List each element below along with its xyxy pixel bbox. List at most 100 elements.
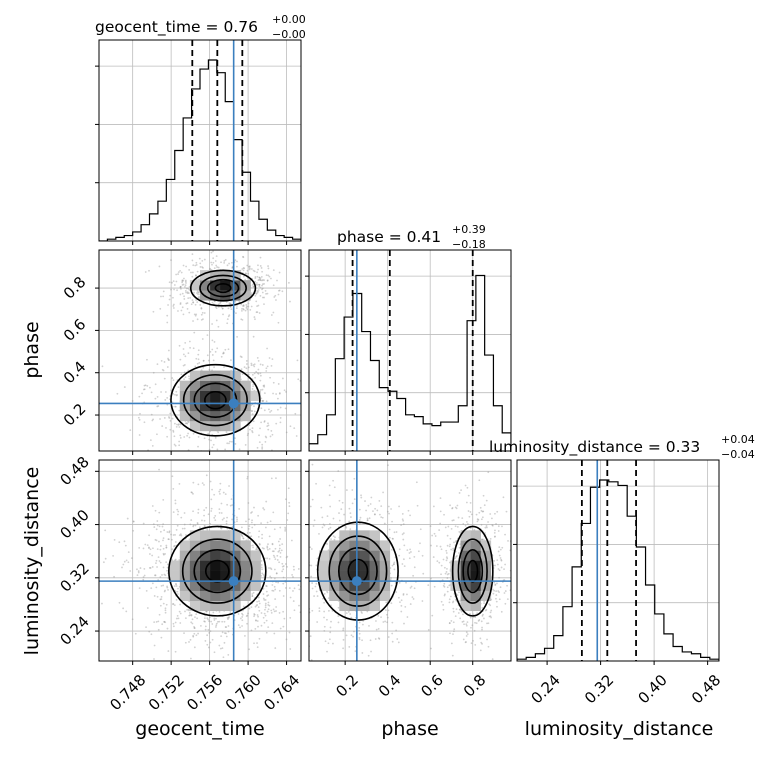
- sample-point: [246, 614, 249, 617]
- sample-point: [257, 360, 260, 362]
- sample-point: [483, 504, 486, 507]
- sample-point: [229, 302, 232, 305]
- sample-point: [391, 640, 394, 643]
- sample-point: [327, 642, 330, 645]
- density-cell: [460, 530, 471, 541]
- density-cell: [339, 590, 350, 601]
- sample-point: [224, 632, 226, 634]
- sample-point: [238, 300, 241, 303]
- sample-point: [148, 547, 150, 549]
- sample-point: [229, 305, 232, 308]
- sample-point: [354, 650, 357, 653]
- sample-point: [156, 566, 158, 568]
- sample-point: [263, 392, 266, 395]
- sample-point: [156, 395, 159, 398]
- sample-point: [101, 602, 103, 605]
- sample-point: [457, 516, 460, 519]
- density-cell: [220, 580, 231, 591]
- sample-point: [377, 614, 380, 617]
- sample-point: [337, 470, 340, 472]
- sample-point: [271, 589, 274, 592]
- sample-point: [183, 371, 186, 374]
- sample-point: [408, 557, 411, 560]
- sample-point: [171, 417, 174, 420]
- sample-point: [310, 564, 313, 567]
- sample-point: [198, 257, 201, 260]
- sample-point: [290, 539, 293, 542]
- sample-point: [483, 602, 485, 605]
- density-cell: [179, 550, 191, 561]
- sample-point: [248, 531, 251, 534]
- sample-point: [258, 276, 261, 279]
- sample-point: [177, 587, 179, 590]
- sample-point: [270, 409, 273, 412]
- sample-point: [201, 453, 203, 455]
- sample-point: [293, 568, 295, 571]
- sample-point: [455, 540, 457, 543]
- sample-point: [155, 621, 158, 623]
- sample-point: [241, 616, 244, 618]
- sample-point: [284, 563, 287, 565]
- sample-point: [291, 574, 294, 576]
- sample-point: [175, 425, 178, 428]
- sample-point: [192, 301, 195, 304]
- sample-point: [168, 530, 171, 533]
- sample-point: [358, 508, 361, 511]
- sample-point: [202, 318, 204, 321]
- sample-point: [282, 568, 285, 571]
- sample-point: [205, 506, 208, 509]
- sample-point: [288, 281, 290, 284]
- sample-point: [179, 622, 182, 624]
- sample-point: [180, 271, 183, 274]
- sample-point: [495, 597, 497, 600]
- sample-point: [495, 594, 498, 596]
- sample-point: [430, 577, 432, 580]
- sample-point: [202, 474, 204, 476]
- density-cell: [369, 560, 380, 571]
- sample-point: [268, 604, 271, 607]
- sample-point: [296, 575, 298, 577]
- sample-point: [440, 600, 443, 603]
- sample-point: [413, 556, 416, 558]
- sample-point: [407, 509, 410, 512]
- sample-point: [221, 647, 224, 650]
- sample-point: [257, 268, 259, 271]
- sample-point: [188, 436, 191, 439]
- sample-point: [253, 363, 256, 366]
- sample-point: [292, 590, 294, 592]
- sample-point: [242, 255, 244, 258]
- sample-point: [297, 500, 299, 502]
- sample-point: [451, 507, 453, 510]
- sample-point: [138, 395, 141, 398]
- sample-point: [210, 664, 212, 666]
- density-cell: [480, 590, 492, 601]
- sample-point: [458, 552, 460, 554]
- sample-point: [203, 620, 206, 623]
- sample-point: [201, 266, 203, 268]
- sample-point: [267, 594, 270, 597]
- sample-point: [279, 421, 282, 424]
- sample-point: [445, 556, 448, 559]
- sample-point: [155, 528, 158, 531]
- sample-point: [298, 527, 300, 529]
- sample-point: [187, 421, 190, 423]
- density-cell: [230, 530, 241, 541]
- sample-point: [217, 325, 220, 328]
- sample-point: [163, 620, 166, 623]
- sample-point: [161, 574, 163, 576]
- sample-point: [500, 558, 503, 561]
- sample-point: [270, 477, 273, 480]
- sample-point: [417, 550, 420, 553]
- sample-point: [498, 554, 501, 557]
- sample-point: [257, 368, 260, 371]
- sample-point: [257, 279, 260, 282]
- density-cell: [339, 580, 350, 591]
- sample-point: [218, 490, 221, 493]
- sample-point: [386, 510, 389, 513]
- sample-point: [242, 267, 245, 269]
- density-cell: [349, 560, 360, 571]
- sample-point: [265, 585, 268, 588]
- sample-point: [172, 429, 175, 432]
- sample-point: [148, 534, 151, 537]
- sample-point: [247, 272, 250, 275]
